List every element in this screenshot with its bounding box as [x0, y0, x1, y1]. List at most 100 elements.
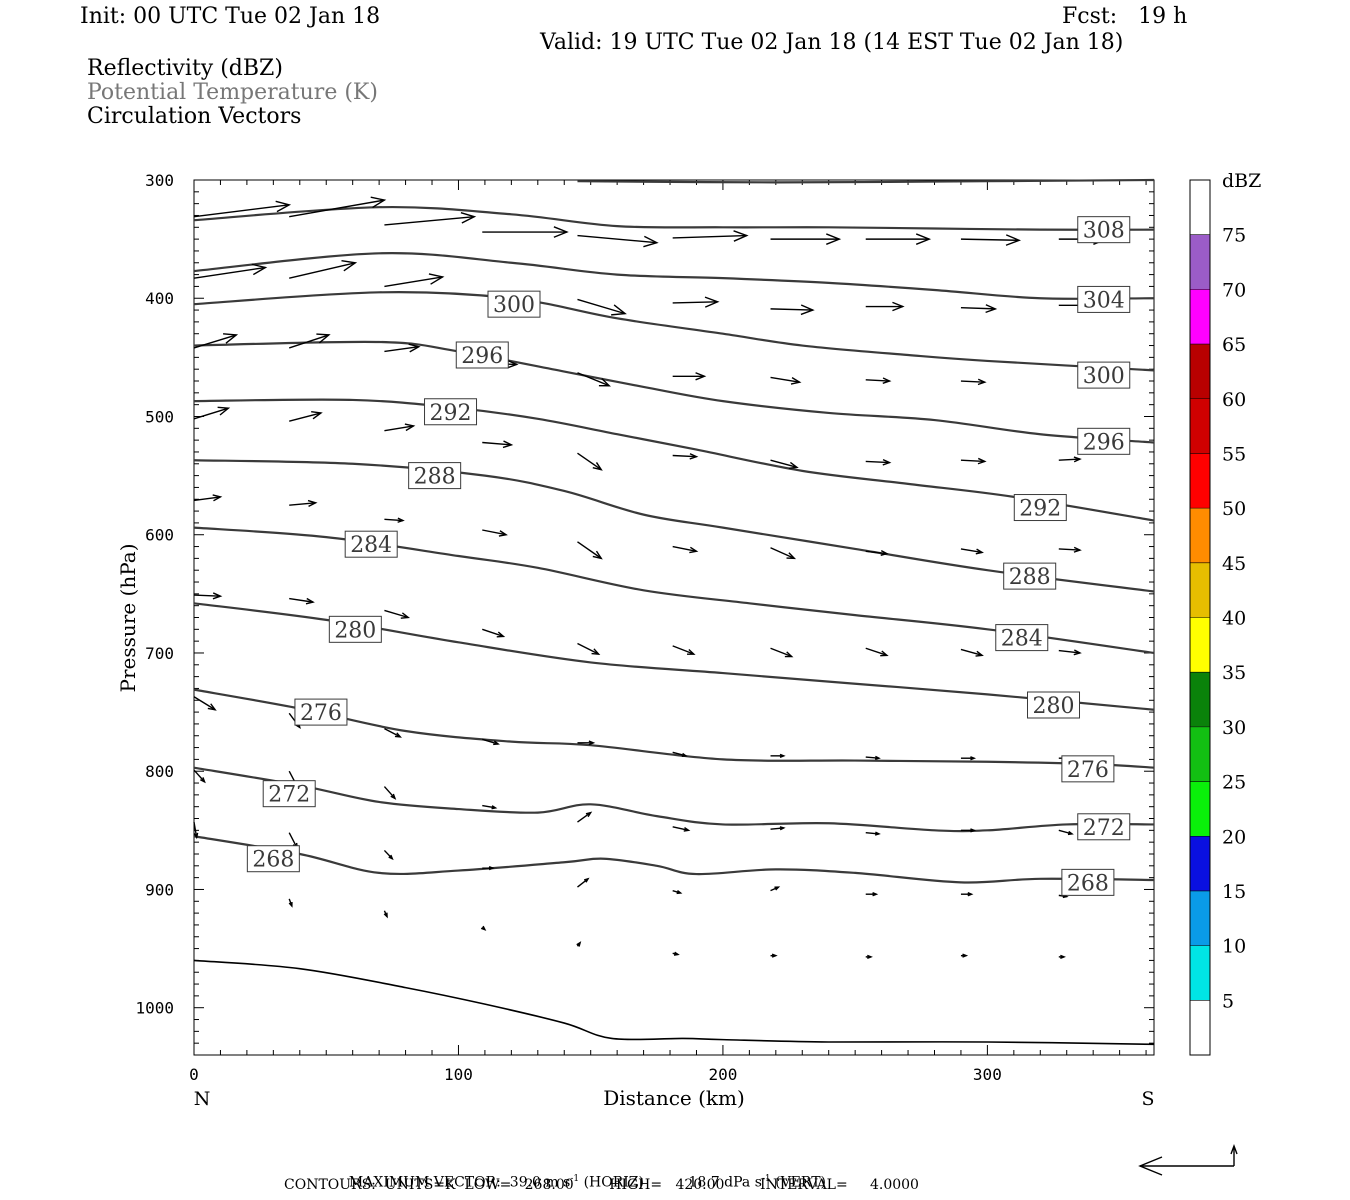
circulation-vector: [577, 642, 601, 656]
theta-contour-276: [193, 688, 1155, 769]
contour-label: 272: [268, 783, 310, 808]
circulation-vector: [865, 377, 892, 384]
vector-head: [681, 752, 688, 758]
vector-head: [390, 793, 397, 800]
vector-head: [800, 304, 815, 316]
circulation-vector: [482, 440, 514, 449]
circulation-vector: [672, 751, 688, 758]
vector-shaft: [193, 266, 266, 279]
circulation-vector: [1058, 649, 1082, 656]
vector-head: [967, 892, 974, 897]
horiz-unit-exponent: -1: [570, 1174, 580, 1184]
contour-label: 280: [1033, 694, 1075, 719]
vert-unit-exponent: -1: [761, 1174, 771, 1184]
circulation-vector: [960, 756, 977, 761]
vector-shaft: [577, 541, 602, 559]
vector-shaft: [577, 878, 589, 888]
vector-shaft: [960, 238, 1020, 242]
colorbar-level-label: 70: [1222, 279, 1246, 301]
x-right-direction-label: S: [1141, 1088, 1154, 1110]
vector-head: [316, 333, 331, 344]
circulation-vector: [770, 376, 802, 385]
circulation-vector: [480, 925, 487, 931]
vector-head: [788, 461, 799, 469]
colorbar-level-label: 10: [1222, 936, 1246, 958]
vector-shaft: [672, 454, 697, 458]
contour-label: 276: [1067, 758, 1109, 783]
vector-head: [400, 612, 411, 619]
contour-label-box: [294, 698, 348, 726]
axes: 300 400 500 600 700 800 900 1000 0 100 200 300: [135, 171, 1154, 1084]
vector-head: [611, 304, 627, 316]
contour-label-box: [424, 398, 478, 426]
vector-head: [307, 499, 318, 508]
circulation-vector: [672, 645, 696, 655]
contours-info: CONTOURS: UNITS=K LOW= 268.00 HIGH= 420.…: [284, 1177, 919, 1193]
vector-head: [790, 377, 802, 385]
vert-tag: (VERT): [775, 1174, 826, 1191]
colorbar-band: [1190, 672, 1210, 727]
circulation-vector: [482, 804, 498, 810]
circulation-vector: [384, 273, 445, 288]
field-reflectivity: Reflectivity (dBZ): [87, 56, 283, 81]
vector-head: [1073, 456, 1082, 463]
colorbar-band: [1190, 836, 1210, 891]
colorbar-level-label: 40: [1222, 608, 1246, 630]
contour-label: 296: [1083, 430, 1125, 455]
vector-shaft: [1058, 649, 1081, 654]
circulation-vector: [577, 740, 596, 746]
circulation-vector: [482, 529, 508, 537]
vector-head: [506, 359, 519, 369]
vector-shaft: [672, 826, 689, 832]
vector-head: [598, 378, 611, 387]
vector-shaft: [384, 609, 409, 619]
contour-label-box: [995, 624, 1049, 652]
circulation-vector: [383, 786, 397, 800]
circulation-vector: [770, 647, 794, 658]
circulation-vector: [193, 406, 231, 420]
y-axis-title: Pressure (hPa): [116, 544, 140, 693]
vector-shaft: [577, 452, 602, 471]
circulation-vector: [482, 226, 569, 238]
circulation-vector: [1058, 829, 1074, 836]
circulation-vector: [289, 259, 358, 279]
colorbar-level-label: 60: [1222, 389, 1246, 411]
vector-shaft: [1058, 458, 1080, 461]
vector-shaft: [865, 460, 890, 464]
contour-label: 288: [414, 465, 456, 490]
contour-label: 284: [1001, 627, 1043, 652]
circulation-vector: [1058, 954, 1066, 959]
contour-label: 268: [252, 848, 294, 873]
circulation-vector: [288, 333, 331, 349]
contour-label-box: [328, 615, 382, 643]
y-tick-label: 900: [145, 880, 174, 899]
colorbar-level-label: 75: [1222, 225, 1246, 247]
colorbar-title: dBZ: [1222, 170, 1261, 192]
contour-label-box: [246, 845, 300, 873]
circulation-vector: [770, 953, 778, 958]
vector-shaft: [672, 645, 695, 655]
vector-head: [643, 235, 659, 248]
contour-label-box: [1077, 285, 1131, 313]
vector-head: [892, 301, 905, 312]
contour-label-box: [1003, 562, 1057, 590]
terrain-line: [193, 959, 1155, 1046]
colorbar-band: [1190, 781, 1210, 837]
vector-head: [305, 597, 315, 605]
vector-head: [212, 592, 223, 600]
circulation-vector: [672, 372, 707, 381]
vector-shaft: [384, 215, 475, 226]
vector-head: [491, 805, 498, 810]
vector-head: [488, 866, 495, 871]
vector-head: [408, 343, 421, 353]
vector-head: [212, 494, 223, 502]
colorbar-band: [1190, 945, 1210, 1001]
colorbar-band: [1190, 234, 1210, 290]
contour-label-box: [344, 530, 398, 558]
colorbar-level-label: 45: [1222, 553, 1246, 575]
vector-head: [576, 941, 582, 947]
max-vector-label: MAXIMUM VECTOR:: [348, 1174, 501, 1191]
vector-head: [383, 912, 388, 919]
vector-head: [786, 552, 797, 560]
theta-contours: [193, 178, 1155, 884]
